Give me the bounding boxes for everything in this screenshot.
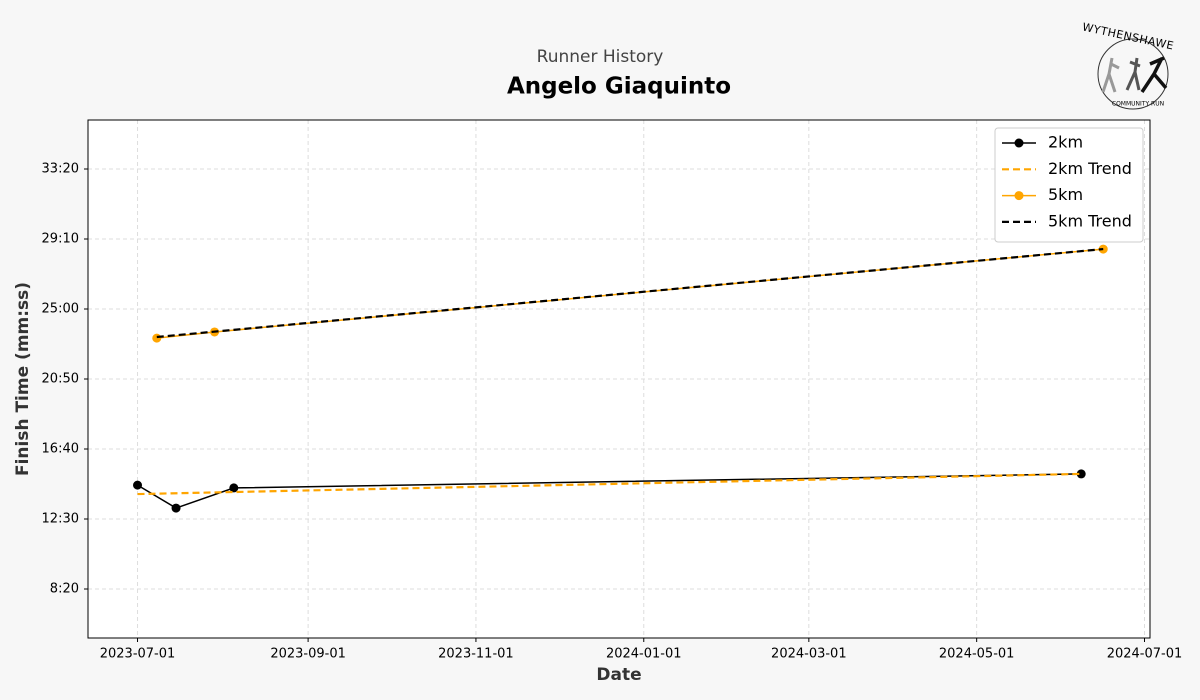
- y-tick-label: 16:40: [42, 442, 79, 457]
- logo-runner: [1140, 56, 1168, 93]
- point: [229, 483, 239, 493]
- legend-marker: [1014, 138, 1024, 148]
- x-tick-label: 2023-09-01: [270, 647, 346, 662]
- x-axis-title: Date: [596, 665, 641, 685]
- chart-title: Angelo Giaquinto: [507, 74, 731, 100]
- y-tick-label: 25:00: [42, 302, 79, 317]
- legend-label: 2km: [1048, 133, 1083, 152]
- logo-bottom: COMMUNITY RUN: [1112, 101, 1164, 108]
- series-line: [137, 473, 1082, 509]
- y-tick-label: 8:20: [50, 582, 79, 597]
- y-tick-label: 29:10: [42, 232, 79, 247]
- trend-line: [137, 472, 1082, 496]
- y-tick-label: 12:30: [42, 512, 79, 527]
- chart-subtitle: Runner History: [537, 47, 664, 67]
- x-tick-label: 2024-01-01: [606, 647, 682, 662]
- trend-line: [156, 247, 1104, 339]
- point: [152, 333, 162, 343]
- x-tick-label: 2023-07-01: [100, 647, 176, 662]
- legend-label: 5km: [1048, 185, 1083, 204]
- plot-area: [88, 120, 1150, 638]
- legend-label: 5km Trend: [1048, 211, 1132, 230]
- y-tick-label: 20:50: [42, 372, 79, 387]
- logo-ring: [1097, 38, 1169, 110]
- legend-box: [994, 127, 1144, 243]
- point: [133, 480, 143, 490]
- logo-runner: [1101, 57, 1120, 93]
- x-tick-label: 2024-05-01: [939, 647, 1015, 662]
- x-tick-label: 2023-11-01: [438, 647, 514, 662]
- plot-border: [87, 119, 1151, 639]
- y-tick-label: 33:20: [42, 162, 79, 177]
- legend-label: 2km Trend: [1048, 159, 1132, 178]
- x-tick-label: 2024-07-01: [1107, 647, 1183, 662]
- point: [171, 503, 181, 513]
- x-tick-label: 2024-03-01: [771, 647, 847, 662]
- logo-runner: [1125, 57, 1141, 91]
- point: [1076, 469, 1086, 479]
- legend-marker: [1014, 191, 1024, 201]
- y-axis-title: Finish Time (mm:ss): [13, 282, 33, 476]
- legend: 2km 2km Trend 5km 5km Trend: [994, 127, 1144, 243]
